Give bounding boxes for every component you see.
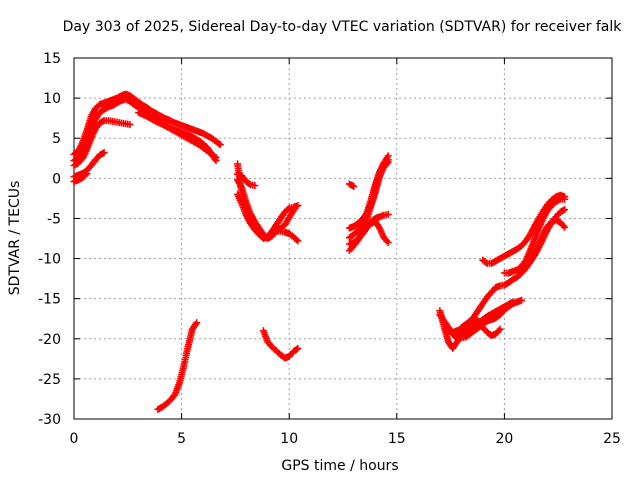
x-tick-label: 10 xyxy=(280,431,298,447)
data-point xyxy=(100,149,108,157)
y-axis-title: SDTVAR / TECUs xyxy=(7,181,23,296)
data-point xyxy=(294,202,302,210)
series-prn-c xyxy=(70,117,134,169)
data-point xyxy=(212,153,220,161)
data-point xyxy=(518,296,526,304)
series-prn-r xyxy=(345,180,358,190)
series-prn-j xyxy=(234,190,302,242)
y-tick-label: -10 xyxy=(38,252,61,268)
y-tick-label: -15 xyxy=(38,292,61,308)
series-prn-k xyxy=(234,170,259,190)
tick-marks xyxy=(73,57,613,420)
y-tick-label: 10 xyxy=(43,91,61,107)
data-point xyxy=(216,141,224,149)
data-point xyxy=(245,180,253,188)
y-tick-label: -20 xyxy=(38,332,61,348)
x-tick-label: 0 xyxy=(70,431,79,447)
plot-border xyxy=(73,57,613,420)
data-point xyxy=(99,117,107,125)
series-prn-d xyxy=(70,149,108,181)
x-axis-title: GPS time / hours xyxy=(281,458,398,474)
series-prn-y xyxy=(518,216,569,275)
data-point xyxy=(81,171,89,179)
data-point xyxy=(384,158,392,166)
data-point xyxy=(193,319,201,327)
data-point xyxy=(294,344,302,352)
y-tick-label: 5 xyxy=(52,131,61,147)
data-point xyxy=(215,140,223,148)
x-tick-label: 20 xyxy=(495,431,513,447)
y-tick-label: 0 xyxy=(52,171,61,187)
data-point xyxy=(561,223,569,231)
data-point xyxy=(561,206,569,214)
tick-labels: 0 5 10 15 20 25 15 10 5 0 -5 -10 -15 -20 -25 -30 xyxy=(38,51,621,447)
data-point xyxy=(384,210,392,218)
data-point xyxy=(384,239,392,247)
data-point xyxy=(350,182,358,190)
y-tick-label: -5 xyxy=(47,211,61,227)
data-point xyxy=(348,182,356,190)
data-point xyxy=(555,196,563,204)
series-prn-l xyxy=(259,327,302,362)
series-prn-o xyxy=(345,158,392,232)
y-tick-label: 15 xyxy=(43,51,61,67)
data-point xyxy=(292,345,300,353)
data-point xyxy=(482,258,490,266)
x-tick-label: 5 xyxy=(177,431,186,447)
plot-frame xyxy=(73,57,613,420)
data-point xyxy=(284,205,292,213)
data-point xyxy=(561,195,569,203)
data-point xyxy=(496,325,504,333)
x-tick-label: 15 xyxy=(388,431,406,447)
data-point xyxy=(294,237,302,245)
y-tick-label: -25 xyxy=(38,372,61,388)
data-points xyxy=(70,90,569,413)
data-point xyxy=(126,121,134,129)
series-prn-x xyxy=(500,195,569,277)
chart-title: Day 303 of 2025, Sidereal Day-to-day VTE… xyxy=(63,19,623,35)
series-prn-g xyxy=(154,319,201,413)
series-prn-e xyxy=(70,170,91,186)
data-point xyxy=(457,325,465,333)
data-point xyxy=(83,170,91,178)
series-prn-z xyxy=(444,325,465,336)
data-point xyxy=(99,149,107,157)
x-tick-label: 25 xyxy=(603,431,621,447)
data-point xyxy=(292,236,300,244)
series-prn-q xyxy=(363,210,392,230)
data-point xyxy=(559,206,567,214)
data-point xyxy=(251,182,259,190)
y-tick-label: -30 xyxy=(38,412,61,428)
series-prn-f xyxy=(135,109,220,161)
